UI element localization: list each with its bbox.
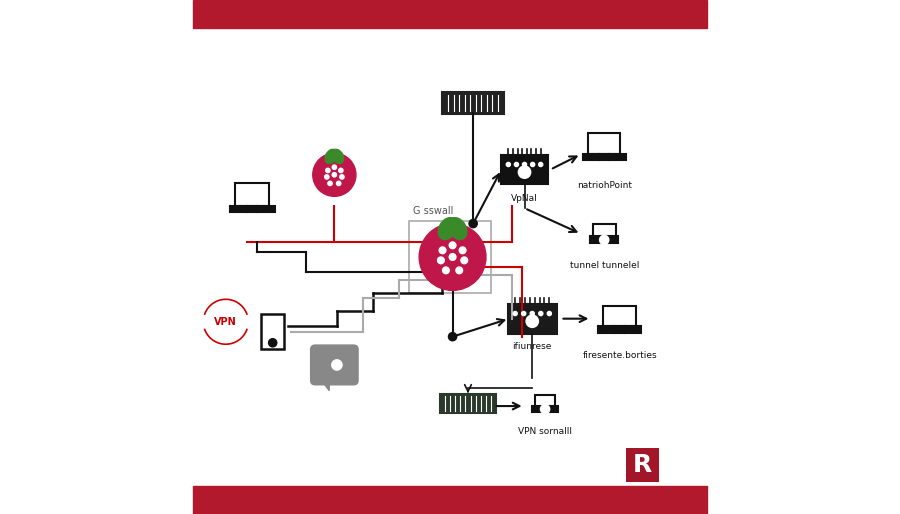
Text: natriohPoint: natriohPoint (577, 181, 632, 190)
Circle shape (522, 311, 526, 316)
Circle shape (437, 257, 445, 264)
Circle shape (461, 257, 468, 264)
Circle shape (515, 162, 518, 167)
Circle shape (434, 230, 448, 244)
Ellipse shape (448, 217, 467, 240)
Text: G sswall: G sswall (413, 206, 454, 216)
Text: ifiunrese: ifiunrese (513, 342, 552, 351)
Circle shape (446, 226, 460, 241)
FancyBboxPatch shape (442, 92, 504, 114)
FancyBboxPatch shape (261, 314, 284, 349)
Text: VPN sornalll: VPN sornalll (518, 427, 572, 436)
Circle shape (531, 162, 535, 167)
Circle shape (539, 162, 543, 167)
FancyBboxPatch shape (532, 406, 558, 412)
FancyBboxPatch shape (593, 224, 616, 236)
FancyBboxPatch shape (590, 236, 618, 243)
FancyBboxPatch shape (626, 448, 660, 482)
Text: firesente.borties: firesente.borties (582, 351, 657, 360)
FancyBboxPatch shape (588, 134, 620, 154)
Circle shape (449, 242, 456, 249)
Ellipse shape (438, 217, 457, 240)
FancyBboxPatch shape (230, 206, 274, 212)
Circle shape (469, 219, 477, 228)
Circle shape (328, 181, 332, 186)
FancyBboxPatch shape (238, 186, 266, 203)
Circle shape (326, 168, 330, 173)
Circle shape (338, 168, 343, 173)
Circle shape (332, 165, 337, 169)
Text: VpNal: VpNal (511, 194, 538, 204)
Circle shape (268, 339, 277, 347)
Circle shape (523, 162, 526, 167)
FancyBboxPatch shape (508, 304, 557, 334)
Circle shape (322, 157, 331, 167)
Circle shape (439, 247, 446, 253)
FancyBboxPatch shape (590, 136, 617, 152)
Circle shape (443, 267, 449, 273)
Text: VPN: VPN (214, 317, 238, 327)
Bar (193, 0, 707, 28)
Circle shape (526, 315, 538, 327)
FancyBboxPatch shape (310, 344, 359, 386)
Circle shape (599, 235, 608, 245)
FancyBboxPatch shape (535, 395, 555, 406)
Circle shape (338, 157, 346, 167)
Bar (409, 221, 491, 293)
FancyBboxPatch shape (606, 308, 634, 324)
Circle shape (513, 311, 518, 316)
Bar (193, 486, 707, 514)
Ellipse shape (325, 150, 338, 163)
FancyBboxPatch shape (598, 326, 641, 333)
Circle shape (448, 333, 456, 341)
Circle shape (456, 267, 463, 273)
Circle shape (457, 230, 472, 244)
Circle shape (325, 175, 329, 179)
FancyBboxPatch shape (501, 155, 548, 183)
Circle shape (449, 253, 456, 260)
Circle shape (539, 311, 543, 316)
Text: tunnel tunnelel: tunnel tunnelel (570, 261, 639, 270)
Circle shape (313, 153, 356, 196)
Text: R: R (633, 453, 652, 477)
FancyBboxPatch shape (235, 183, 269, 206)
Circle shape (530, 311, 535, 316)
Circle shape (459, 247, 466, 253)
FancyBboxPatch shape (603, 305, 635, 326)
Circle shape (337, 181, 341, 186)
Ellipse shape (331, 150, 344, 163)
Circle shape (329, 155, 339, 164)
FancyBboxPatch shape (440, 394, 496, 413)
Circle shape (507, 162, 510, 167)
Polygon shape (321, 380, 329, 391)
Circle shape (547, 311, 552, 316)
Circle shape (332, 173, 337, 177)
Circle shape (541, 405, 550, 414)
Circle shape (332, 360, 342, 370)
Circle shape (518, 166, 531, 178)
FancyBboxPatch shape (583, 154, 626, 160)
Circle shape (339, 175, 344, 179)
Circle shape (419, 224, 486, 290)
